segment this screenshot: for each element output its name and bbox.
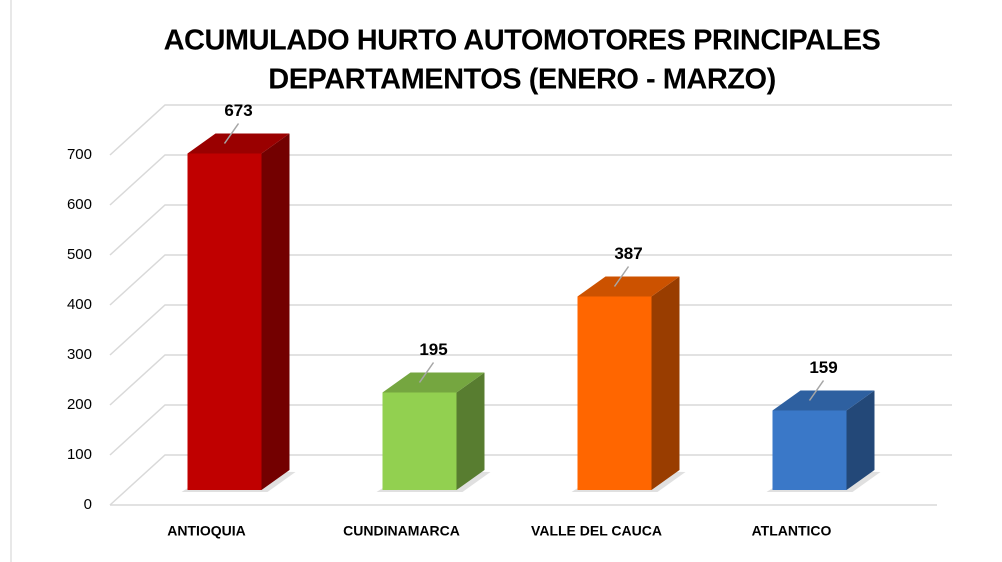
grid-line (109, 354, 952, 406)
value-label: 673 (224, 101, 252, 120)
label-leader (223, 123, 240, 144)
value-label: 159 (809, 358, 837, 377)
y-tick-label: 600 (67, 196, 92, 213)
value-label: 387 (614, 244, 642, 263)
grid-line (109, 204, 952, 256)
y-tick-label: 0 (84, 496, 92, 513)
bar-side (846, 390, 875, 490)
y-tick-label: 500 (67, 246, 92, 263)
bar-side (651, 276, 680, 490)
bar-top (187, 133, 290, 154)
y-tick-label: 400 (67, 296, 92, 313)
x-tick-label: VALLE DEL CAUCA (531, 523, 662, 539)
label-leader (418, 362, 435, 383)
x-tick-label: ATLANTICO (752, 523, 832, 539)
grid-line (109, 454, 952, 506)
bar-top (577, 276, 680, 297)
value-label: 195 (419, 340, 447, 359)
x-tick-label: CUNDINAMARCA (343, 523, 460, 539)
bar-top (382, 372, 485, 393)
chart-title: ACUMULADO HURTO AUTOMOTORES PRINCIPALES (164, 25, 881, 57)
bar (577, 296, 652, 490)
chart-subtitle: DEPARTAMENTOS (ENERO - MARZO) (268, 64, 776, 96)
label-leader (808, 380, 825, 401)
y-tick-label: 700 (67, 146, 92, 163)
grid-line (109, 254, 952, 306)
x-tick-label: ANTIOQUIA (167, 523, 246, 539)
grid-line (109, 154, 952, 206)
bar (187, 153, 262, 490)
grid-line (109, 404, 952, 456)
bar (772, 410, 847, 490)
bar-top (772, 390, 875, 411)
grid-line (109, 304, 952, 356)
y-tick-label: 300 (67, 346, 92, 363)
y-tick-label: 100 (67, 446, 92, 463)
bar-side (261, 133, 290, 490)
bar-side (456, 372, 485, 490)
label-leader (613, 266, 630, 287)
grid-line (109, 104, 952, 156)
y-tick-label: 200 (67, 396, 92, 413)
bar (382, 392, 457, 490)
